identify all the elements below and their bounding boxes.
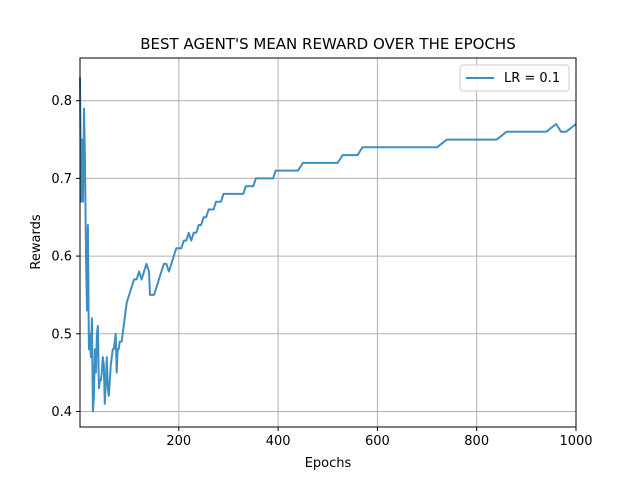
y-tick-label: 0.5 (51, 327, 72, 342)
y-tick-label: 0.7 (51, 172, 72, 187)
x-tick-label: 400 (266, 434, 291, 449)
legend-label: LR = 0.1 (504, 71, 560, 86)
chart-title: BEST AGENT'S MEAN REWARD OVER THE EPOCHS (140, 35, 515, 53)
y-tick-label: 0.6 (51, 250, 72, 265)
series-line (79, 77, 577, 413)
x-axis-label: Epochs (305, 456, 352, 471)
series-layer (79, 77, 577, 413)
x-tick-label: 200 (166, 434, 191, 449)
x-tick-label: 800 (464, 434, 489, 449)
y-axis-label: Rewards (29, 214, 44, 269)
y-tick-label: 0.8 (51, 94, 72, 109)
x-tick-label: 600 (365, 434, 390, 449)
y-axis: 0.4 0.5 0.6 0.7 0.8 (51, 94, 80, 420)
x-tick-label: 1000 (559, 434, 592, 449)
x-axis: 200 400 600 800 1000 (166, 427, 593, 449)
legend-box (459, 64, 570, 92)
y-tick-label: 0.4 (51, 405, 72, 420)
legend: LR = 0.1 (459, 64, 570, 92)
grid-lines (80, 58, 577, 427)
plot-area-frame (79, 57, 577, 428)
